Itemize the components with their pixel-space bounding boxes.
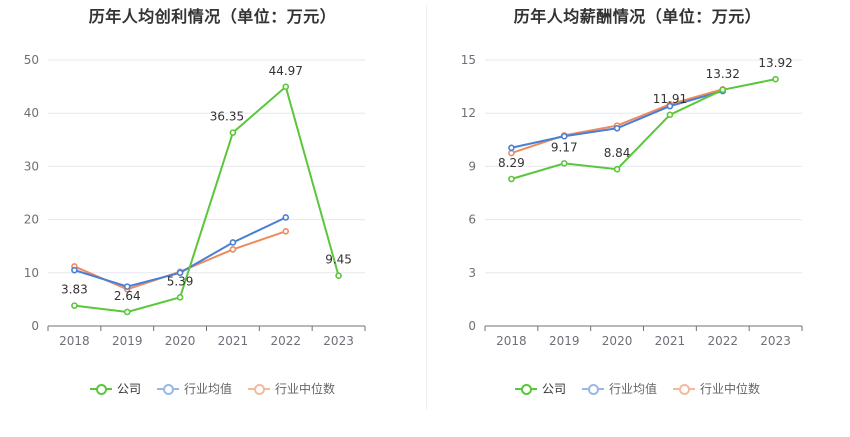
data-point [229, 246, 237, 253]
x-tick-label: 2022 [707, 334, 738, 348]
legend-item-company[interactable]: 公司 [514, 380, 566, 397]
y-tick-label: 0 [31, 319, 39, 333]
y-tick-label: 20 [24, 213, 39, 227]
data-point [719, 86, 727, 94]
legend-label: 行业均值 [608, 382, 657, 396]
y-tick-label: 3 [468, 266, 476, 280]
data-label: 44.97 [269, 64, 303, 78]
y-tick-label: 50 [24, 53, 39, 67]
data-point [508, 175, 515, 183]
chart-title: 历年人均薪酬情况（单位：万元） [513, 7, 762, 26]
data-point [508, 149, 515, 157]
salary-chart-panel: 历年人均薪酬情况（单位：万元） 0 3 6 9 12 15 2018 2019 2020 2021… [425, 0, 850, 437]
data-label: 9.45 [325, 253, 352, 267]
y-tick-label: 0 [468, 319, 476, 333]
x-tick-label: 2018 [59, 334, 90, 348]
series-line-0 [511, 78, 776, 180]
legend-industry-median-icon [673, 383, 695, 395]
legend-label: 公司 [116, 382, 141, 396]
data-label: 13.32 [706, 67, 740, 81]
series-line-2 [511, 88, 724, 155]
data-point [123, 308, 131, 316]
data-label: 8.29 [498, 156, 525, 170]
data-point [666, 102, 674, 110]
legend-item-industry-median[interactable]: 行业中位数 [248, 380, 335, 397]
data-point [613, 124, 621, 132]
data-point [282, 228, 290, 235]
x-tick-label: 2020 [165, 334, 196, 348]
panel-divider [426, 5, 427, 410]
x-tick-label: 2019 [112, 334, 143, 348]
data-point [123, 283, 131, 290]
data-point [772, 75, 779, 83]
legend-company-icon [89, 383, 112, 395]
data-point [229, 239, 237, 246]
legend-industry-average-icon [581, 383, 604, 395]
data-point [176, 294, 184, 301]
data-label: 2.64 [114, 289, 141, 303]
data-point [666, 111, 674, 119]
data-point [335, 272, 342, 280]
legend-company-icon [514, 383, 537, 395]
profit-chart-panel: 历年人均创利情况（单位：万元） 0 10 20 30 40 50 2018 2019 2020 2… [0, 7, 425, 397]
y-tick-label: 40 [24, 106, 39, 120]
y-tick-label: 15 [461, 53, 476, 67]
data-point [229, 129, 237, 136]
data-label: 9.17 [551, 140, 578, 154]
y-tick-label: 30 [24, 159, 39, 173]
y-tick-label: 12 [461, 106, 476, 120]
data-label: 11.91 [653, 92, 687, 106]
legend-label: 行业中位数 [275, 382, 336, 396]
legend-industry-average-icon [156, 383, 179, 395]
x-tick-label: 2018 [496, 334, 527, 348]
x-tick-label: 2021 [655, 334, 686, 348]
legend-item-industry-average[interactable]: 行业均值 [581, 380, 657, 397]
chart-legend: 公司 行业均值 行业中位数 [425, 380, 850, 397]
data-label: 13.92 [758, 56, 792, 70]
data-label: 5.39 [167, 274, 194, 288]
data-point [560, 132, 568, 140]
legend-industry-median-icon [248, 383, 270, 395]
legend-label: 公司 [541, 382, 566, 396]
plot-area: 0 3 6 9 12 15 2018 2019 2020 2021 2022 2023 8.29 9.17… [461, 53, 803, 348]
salary-line-chart: 0 3 6 9 12 15 2018 2019 2020 2021 2022 2023 8.29 9.17… [461, 53, 803, 348]
profit-line-chart: 0 10 20 30 40 50 2018 2019 2020 2021 2022 2023 3.83 2… [24, 53, 366, 348]
y-tick-label: 6 [468, 213, 476, 227]
x-tick-label: 2021 [218, 334, 249, 348]
y-tick-label: 9 [468, 159, 476, 173]
data-point [560, 160, 568, 167]
x-tick-label: 2023 [323, 334, 354, 348]
data-point [508, 144, 515, 152]
plot-area: 0 10 20 30 40 50 2018 2019 2020 2021 2022 2023 3.83 2… [24, 53, 366, 348]
x-tick-label: 2023 [760, 334, 791, 348]
data-label: 8.84 [604, 146, 631, 160]
y-tick-label: 10 [24, 266, 39, 280]
legend-label: 行业中位数 [700, 382, 761, 396]
legend-item-industry-median[interactable]: 行业中位数 [673, 380, 760, 397]
series-line-1 [511, 90, 724, 149]
x-tick-label: 2022 [270, 334, 301, 348]
data-point [71, 302, 78, 309]
data-point [613, 165, 621, 173]
x-tick-label: 2020 [602, 334, 633, 348]
data-point [71, 266, 78, 274]
series-line-0 [74, 84, 340, 313]
data-point [282, 83, 290, 91]
chart-title: 历年人均创利情况（单位：万元） [88, 7, 337, 26]
legend-item-industry-average[interactable]: 行业均值 [156, 380, 232, 397]
data-label: 36.35 [210, 110, 244, 124]
data-label: 3.83 [61, 283, 88, 297]
x-tick-label: 2019 [549, 334, 580, 348]
legend-item-company[interactable]: 公司 [89, 380, 141, 397]
data-point [282, 214, 290, 221]
data-point [176, 269, 184, 277]
chart-legend: 公司 行业均值 行业中位数 [0, 380, 425, 397]
legend-label: 行业均值 [183, 382, 232, 396]
